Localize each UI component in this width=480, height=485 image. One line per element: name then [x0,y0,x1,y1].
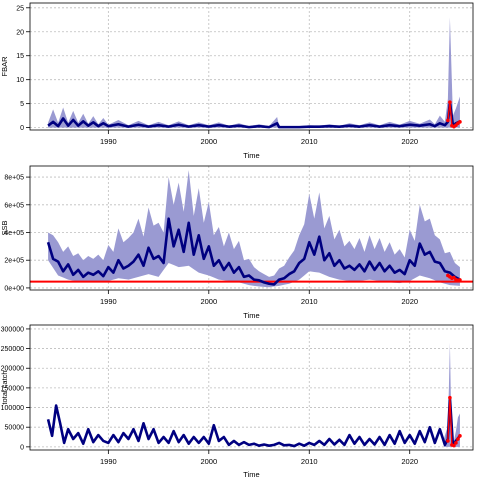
ssb-y-axis-label: SSB [0,220,9,235]
fbar-y-tick-label: 25 [16,5,24,12]
ssb-forecast-point [458,278,462,282]
ssb-panel: 1990 2000 2010 2020 0e+00 2e+05 4e+05 6e+05 8e+0… [0,165,474,320]
catch-y-axis-label: total catch [0,370,9,404]
catch-x-tick-label: 2010 [301,457,318,466]
fbar-x-axis-label: Time [243,151,259,160]
ssb-x-tick-label: 1990 [100,297,117,306]
fbar-y-tick-label: 5 [20,101,24,108]
catch-y-tick-label: 200000 [1,366,24,373]
fbar-x-tick-label: 2020 [401,137,418,146]
catch-y-tick-label: 0 [20,444,24,451]
catch-y-tick-label: 150000 [1,385,24,392]
catch-x-tick-label: 2020 [401,457,418,466]
catch-x-tick-label: 1990 [100,457,117,466]
fbar-panel: 1990 2000 2010 2020 0 5 10 15 20 25 Time FBAR [0,2,474,160]
ssb-y-tick-label: 6e+05 [4,202,24,209]
fbar-forecast-point [446,118,450,123]
ssb-x-axis-label: Time [243,311,259,320]
fbar-x-tick-label: 2000 [200,137,217,146]
fbar-median-line [47,100,461,129]
ssb-x-tick-label: 2000 [200,297,217,306]
fbar-y-tick-label: 0 [20,125,24,132]
catch-y-tick-label: 50000 [5,425,25,432]
fbar-y-axis-label: FBAR [0,56,9,77]
catch-forecast-point [446,439,450,443]
ssb-x-tick-label: 2020 [401,297,418,306]
fbar-y-tick-label: 10 [16,77,24,84]
ssb-median-line [46,217,461,286]
catch-x-axis-label: Time [243,470,259,479]
ssb-y-tick-label: 4e+05 [4,230,24,237]
ssb-uncertainty-band [48,170,460,288]
fbar-uncertainty-band [48,17,460,128]
catch-y-tick-label: 250000 [1,346,24,353]
fbar-forecast-point [458,120,462,124]
ssb-plot-frame [29,165,474,291]
ssb-y-tick-label: 2e+05 [4,258,24,265]
ssb-y-tick-label: 8e+05 [4,175,24,182]
fbar-x-tick-label: 1990 [100,137,117,146]
fbar-y-tick-label: 20 [16,29,24,36]
fbar-plot-frame [29,2,474,131]
catch-x-tick-label: 2000 [200,457,217,466]
fbar-y-tick-label: 15 [16,53,24,60]
total-catch-panel: 1990 2000 2010 2020 0 50000 100000 150000 200000… [0,324,474,479]
ssb-y-tick-label: 0e+00 [4,285,24,292]
fbar-forecast-point [448,100,452,105]
catch-median-line [46,396,461,448]
fbar-x-tick-label: 2010 [301,137,318,146]
catch-forecast-point [458,434,462,438]
ssb-x-tick-label: 2010 [301,297,318,306]
catch-forecast-point [448,395,452,400]
catch-forecast-point [452,443,456,448]
catch-forecast-point [454,441,458,445]
catch-y-tick-label: 100000 [1,405,24,412]
catch-y-tick-label: 300000 [1,326,24,333]
catch-forecast-point [456,437,460,441]
